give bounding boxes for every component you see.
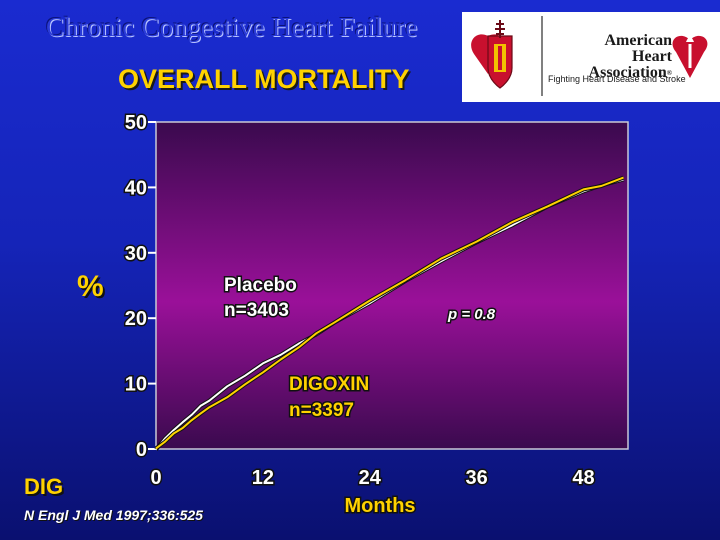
digoxin-label: DIGOXIN bbox=[289, 374, 369, 395]
aha-logo-panel bbox=[462, 12, 720, 102]
y-tick-label: 30 bbox=[125, 243, 147, 265]
y-tick-label: 50 bbox=[125, 112, 147, 134]
study-name: DIG bbox=[24, 474, 64, 499]
aha-wordmark-line2-text: Association bbox=[588, 64, 667, 81]
x-tick-label: 0 bbox=[150, 467, 161, 489]
digoxin-n-label: n=3397 bbox=[289, 400, 354, 421]
series-lines bbox=[154, 175, 625, 451]
y-axis: 0 10 20 30 40 50 bbox=[123, 111, 156, 463]
plot-area bbox=[155, 121, 629, 450]
x-tick-label: 24 bbox=[359, 467, 382, 489]
aha-logo-graphics bbox=[471, 16, 708, 96]
p-value-annotation: p = 0.8 bbox=[447, 306, 496, 323]
y-tick-label: 20 bbox=[125, 308, 147, 330]
university-seal-icon bbox=[471, 20, 513, 89]
x-tick-label: 12 bbox=[252, 467, 274, 489]
chart-title: OVERALL MORTALITY bbox=[118, 64, 410, 94]
x-axis-label: Months bbox=[344, 495, 415, 517]
x-tick-label: 48 bbox=[572, 467, 594, 489]
x-tick-label: 36 bbox=[465, 467, 487, 489]
aha-wordmark-line1: American Heart bbox=[604, 32, 672, 65]
y-tick-label: 10 bbox=[125, 374, 147, 396]
y-tick-label: 0 bbox=[136, 439, 147, 461]
aha-wordmark-line2: Association® bbox=[562, 65, 672, 81]
aha-heart-torch-icon bbox=[672, 35, 708, 78]
aha-wordmark: American Heart Association® bbox=[562, 33, 672, 81]
y-axis-label: % bbox=[77, 270, 104, 303]
registered-mark: ® bbox=[666, 69, 672, 77]
x-axis: 0 12 24 36 48 bbox=[149, 466, 596, 491]
y-tick-label: 40 bbox=[125, 177, 147, 199]
aha-tagline: Fighting Heart Disease and Stroke bbox=[548, 74, 686, 84]
placebo-n-label: n=3403 bbox=[224, 300, 289, 321]
citation: N Engl J Med 1997;336:525 bbox=[24, 507, 203, 523]
series-line-digoxin bbox=[155, 176, 624, 450]
placebo-label: Placebo bbox=[224, 275, 297, 296]
slide-title: Chronic Congestive Heart Failure bbox=[46, 12, 418, 42]
